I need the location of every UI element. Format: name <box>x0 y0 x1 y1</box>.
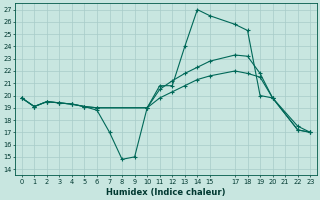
X-axis label: Humidex (Indice chaleur): Humidex (Indice chaleur) <box>106 188 226 197</box>
